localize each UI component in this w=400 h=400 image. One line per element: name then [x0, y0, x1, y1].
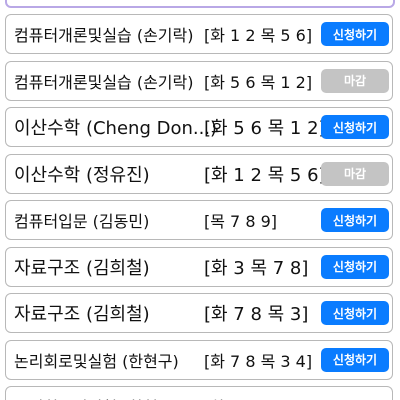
apply-button[interactable]: 신청하기: [321, 22, 389, 46]
course-name: 컴퓨터개론및실습 (손기락): [14, 72, 194, 92]
search-box[interactable]: [5, 0, 395, 8]
apply-button[interactable]: 마감: [321, 68, 389, 93]
apply-button[interactable]: 신청하기: [321, 254, 389, 279]
course-card: 이산수학 (Cheng Don...) [화 5 6 목 1 2] 신청하기: [5, 107, 393, 147]
course-name: 이산수학 (Cheng Don...): [14, 118, 218, 139]
course-schedule: [화 3 목 7 8]: [204, 257, 309, 279]
course-card: 논리회로및실험 (한현구) [화 7 8 목 3 4] 신청하기: [5, 339, 393, 380]
course-name: 컴퓨터입문 (김동민): [14, 212, 150, 231]
course-name: 이산수학 (정유진): [14, 164, 150, 186]
course-name: 논리회로및실험 (한현구): [14, 351, 179, 371]
course-name: 자료구조 (김희철): [14, 304, 150, 325]
apply-button[interactable]: 신청하기: [321, 301, 389, 325]
course-card: 자료구조 (김희철) [화 7 8 목 3] 신청하기: [5, 293, 393, 333]
course-card: 컴퓨터개론및실습 (손기락) [화 1 2 목 5 6] 신청하기: [5, 14, 393, 54]
course-card: 이산수학 (정유진) [화 1 2 목 5 6] 마감: [5, 153, 393, 194]
course-schedule: [화 5 6 목 1 2]: [204, 118, 326, 139]
course-name: 컴퓨터개론및실습 (손기락): [14, 26, 194, 45]
course-schedule: [목 7 8 9]: [204, 212, 278, 231]
apply-button[interactable]: 마감: [321, 161, 389, 186]
apply-button[interactable]: 신청하기: [321, 115, 389, 139]
course-schedule: [화 1 2 목 5 6]: [204, 26, 313, 45]
course-card: 컴퓨터입문 (김동민) [목 7 8 9] 신청하기: [5, 200, 393, 240]
course-schedule: [화 7 8 목 3 4]: [204, 351, 313, 371]
apply-button[interactable]: 신청하기: [321, 208, 389, 232]
course-schedule: [화 5 6 목 1 2]: [204, 72, 313, 92]
course-card: 컴퓨터개론및실습 (손기락) [화 5 6 목 1 2] 마감: [5, 60, 393, 101]
apply-button[interactable]: 신청하기: [321, 347, 389, 372]
course-schedule: [화 7 8 목 3]: [204, 304, 309, 325]
course-schedule: [화 3 4 목 7 8]: [204, 394, 312, 400]
course-card: 자료구조 (김희철) [화 3 목 7 8] 신청하기: [5, 246, 393, 287]
course-card: 논리회로및실험 (한현구) [화 3 4 목 7 8]: [5, 386, 393, 400]
course-name: 논리회로및실험 (한현구): [14, 394, 179, 400]
course-schedule: [화 1 2 목 5 6]: [204, 164, 326, 186]
course-name: 자료구조 (김희철): [14, 257, 150, 279]
